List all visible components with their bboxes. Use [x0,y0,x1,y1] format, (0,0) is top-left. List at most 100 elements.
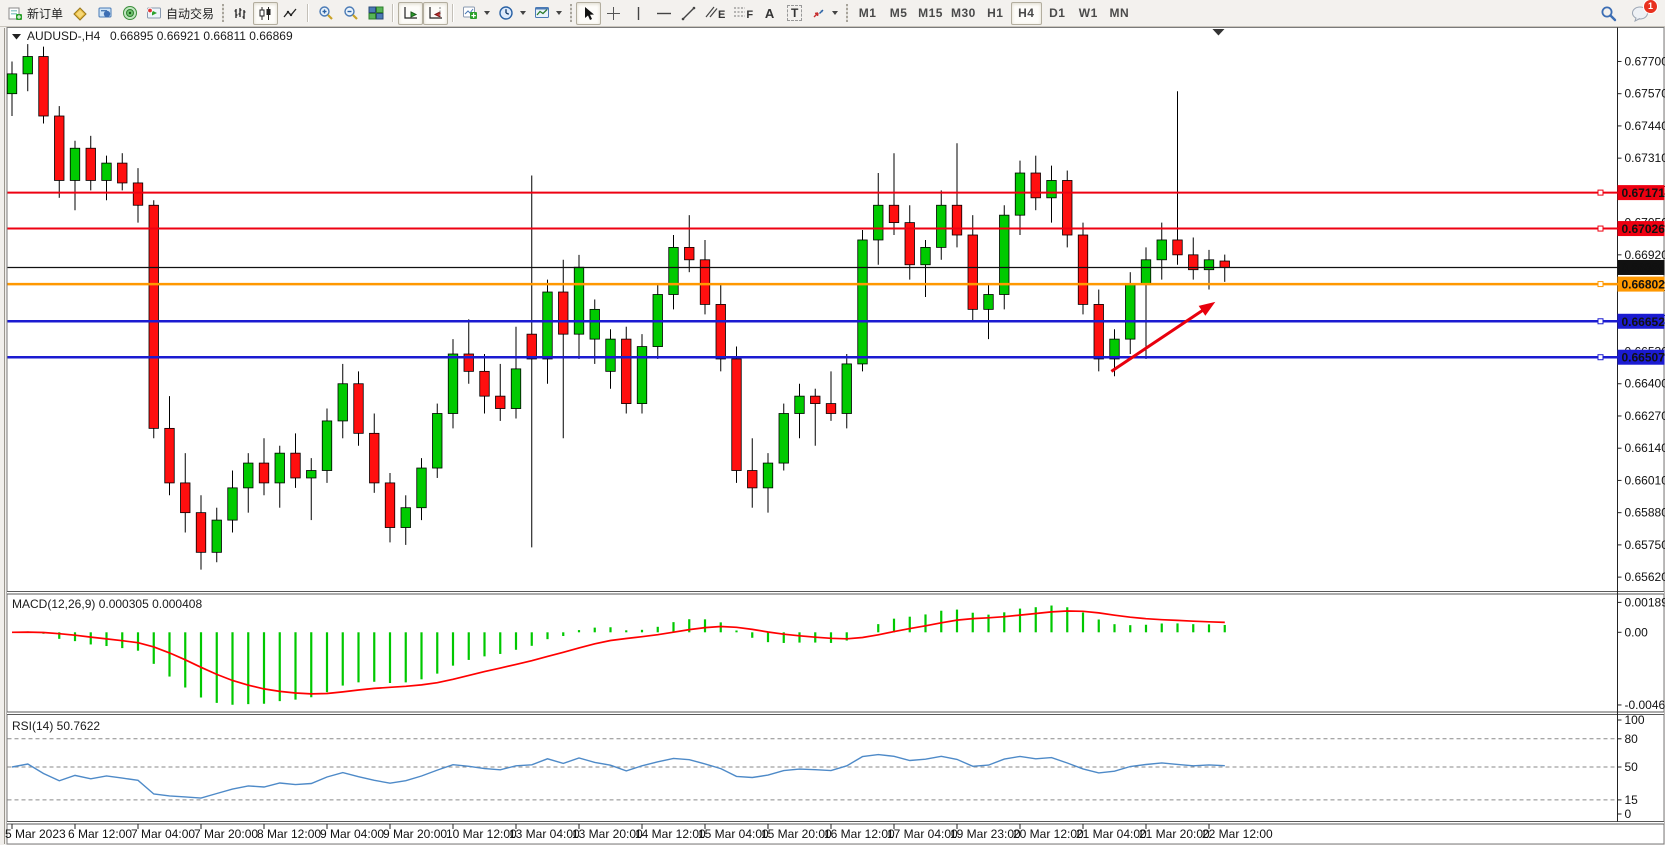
search-button[interactable] [1596,2,1621,25]
candle-up [243,462,254,489]
chart-shift-button[interactable] [423,1,449,25]
candle-up [542,291,553,360]
price-tick-label: 0.66270 [1625,409,1665,423]
autotrading-icon [147,7,162,19]
candle-down [825,403,837,414]
new-order-button[interactable]: 新订单 [4,2,67,25]
zoom-out-button[interactable] [338,2,363,25]
rsi-pane[interactable] [7,738,1618,801]
line-chart-button[interactable] [278,2,303,25]
candle-down [731,358,742,471]
signals-button[interactable] [117,2,142,25]
horizontal-lines[interactable]: 0.67171 0.67026 0.66869 0.66802 0.66652 0.665… [7,185,1665,365]
time-tick-label: 7 Mar 20:00 [194,827,258,841]
price-badge-label: 0.67026 [1622,222,1665,236]
time-tick-label: 9 Mar 04:00 [320,827,384,841]
auto-scroll-button[interactable] [398,1,424,25]
time-tick-label: 19 Mar 23:00 [950,827,1021,841]
timeframe-button-m15[interactable]: M15 [914,2,947,25]
toolbar-separator [392,4,395,22]
price-badge-label: 0.66652 [1622,315,1665,329]
price-badge [1617,185,1665,201]
rsi-indicator-label: RSI(14) 50.7622 [12,719,100,733]
candle-down [621,338,632,404]
periods-button[interactable] [494,2,530,25]
candle-down [180,482,191,514]
zoom-in-icon [318,6,333,20]
toolbar-grip[interactable] [569,4,574,22]
crosshair-button[interactable] [601,2,626,25]
toolbar-grip[interactable] [845,4,850,22]
chart-shift-marker[interactable] [1212,29,1225,36]
price-tick-label: 0.66140 [1625,441,1665,455]
candle-up [1125,284,1136,340]
hline-anchor-marker [1597,281,1604,288]
candle-up [416,467,427,509]
symbol-collapse-icon[interactable] [12,34,21,40]
macd-pane[interactable] [11,605,1226,705]
price-tick-label: 0.65750 [1625,538,1665,552]
timeframe-button-m1[interactable]: M1 [852,2,883,25]
chat-button[interactable]: 1 [1627,0,1658,25]
text-button[interactable]: A [757,2,782,25]
rsi-tick-label: 80 [1625,732,1639,746]
candle-up [573,266,585,335]
templates-icon [535,7,550,18]
time-tick-label: 7 Mar 04:00 [131,827,195,841]
candle-up [605,338,616,372]
timeframe-button-w1[interactable]: W1 [1073,2,1104,25]
chart-type-group [228,0,303,27]
candle-down [353,383,364,434]
toolbar-grip[interactable] [221,4,226,22]
candle-up [227,487,238,521]
candle-up [999,214,1010,295]
macd-signal-line [11,610,1225,695]
candle-down [967,234,978,310]
standard-group: 新订单 自动交易 [4,0,218,27]
bar-chart-button[interactable] [228,2,253,25]
time-axis[interactable]: 5 Mar 2023 6 Mar 12:007 Mar 04:007 Mar 20… [5,824,1273,841]
price-tick-label: 0.66920 [1625,248,1665,262]
candle-down [810,395,821,404]
timeframe-button-h1[interactable]: H1 [980,2,1011,25]
candle-up [1156,239,1167,261]
price-badge [1617,259,1665,275]
zoom-in-button[interactable] [313,2,338,25]
arrows-tool-button[interactable] [807,2,842,25]
indicators-button[interactable] [458,2,494,25]
zoom-out-icon [343,6,358,20]
candle-up [306,470,317,479]
tile-windows-button[interactable] [363,2,388,25]
market-watch-button[interactable] [67,2,92,25]
fibonacci-button[interactable]: F [729,2,757,25]
price-badge [1617,276,1665,292]
candle-up [589,308,600,340]
timeframe-button-mn[interactable]: MN [1104,2,1135,25]
search-icon [1601,6,1617,21]
candle-up [211,519,222,553]
cursor-button[interactable] [576,1,602,25]
timeframe-button-h4[interactable]: H4 [1010,1,1042,25]
horizontal-line-button[interactable] [651,2,676,25]
tile-windows-icon [368,6,384,20]
chart-frame [4,27,1665,845]
vertical-line-button[interactable] [626,2,651,25]
candlestick-chart-button[interactable] [253,1,279,25]
equidistant-channel-button[interactable]: E [701,2,729,25]
templates-button[interactable] [530,2,566,25]
timeframe-button-d1[interactable]: D1 [1042,2,1073,25]
timeframe-button-m5[interactable]: M5 [883,2,914,25]
autotrading-button[interactable]: 自动交易 [142,2,218,25]
data-window-button[interactable] [92,2,117,25]
candle-down [164,427,175,484]
text-label-button[interactable]: T [782,2,807,25]
timeframe-button-m30[interactable]: M30 [947,2,980,25]
candle-up [6,73,18,95]
arrow-annotation[interactable] [1110,301,1216,373]
market-watch-icon [72,7,87,21]
candle-down [38,56,49,117]
trendline-button[interactable] [676,2,701,25]
candle-up [936,204,947,248]
candle-down [747,470,758,489]
